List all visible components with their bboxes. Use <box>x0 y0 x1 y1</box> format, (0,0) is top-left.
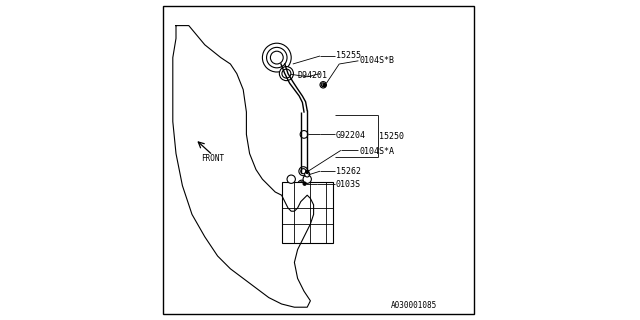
Text: D94201: D94201 <box>298 71 328 80</box>
Circle shape <box>323 84 326 87</box>
Text: 0104S*B: 0104S*B <box>360 56 394 65</box>
Circle shape <box>303 182 307 185</box>
Text: 0103S: 0103S <box>336 180 361 189</box>
Text: A030001085: A030001085 <box>390 301 436 310</box>
Circle shape <box>267 47 287 68</box>
Circle shape <box>287 175 296 183</box>
Circle shape <box>282 69 291 78</box>
Circle shape <box>301 169 306 174</box>
Circle shape <box>320 82 326 88</box>
Text: G92204: G92204 <box>336 131 366 140</box>
Circle shape <box>299 167 308 176</box>
Text: 15250: 15250 <box>379 132 404 140</box>
Circle shape <box>279 67 293 81</box>
Circle shape <box>271 51 283 64</box>
Bar <box>282 182 333 243</box>
Circle shape <box>306 170 309 173</box>
Circle shape <box>298 180 306 188</box>
Circle shape <box>321 83 325 87</box>
Circle shape <box>303 175 312 183</box>
Circle shape <box>300 131 308 138</box>
Text: 0104S*A: 0104S*A <box>360 147 394 156</box>
Circle shape <box>300 182 304 186</box>
Text: 15262: 15262 <box>336 167 361 176</box>
Circle shape <box>262 43 291 72</box>
Text: FRONT: FRONT <box>201 154 224 163</box>
Text: 15255: 15255 <box>336 51 361 60</box>
Circle shape <box>305 172 310 177</box>
